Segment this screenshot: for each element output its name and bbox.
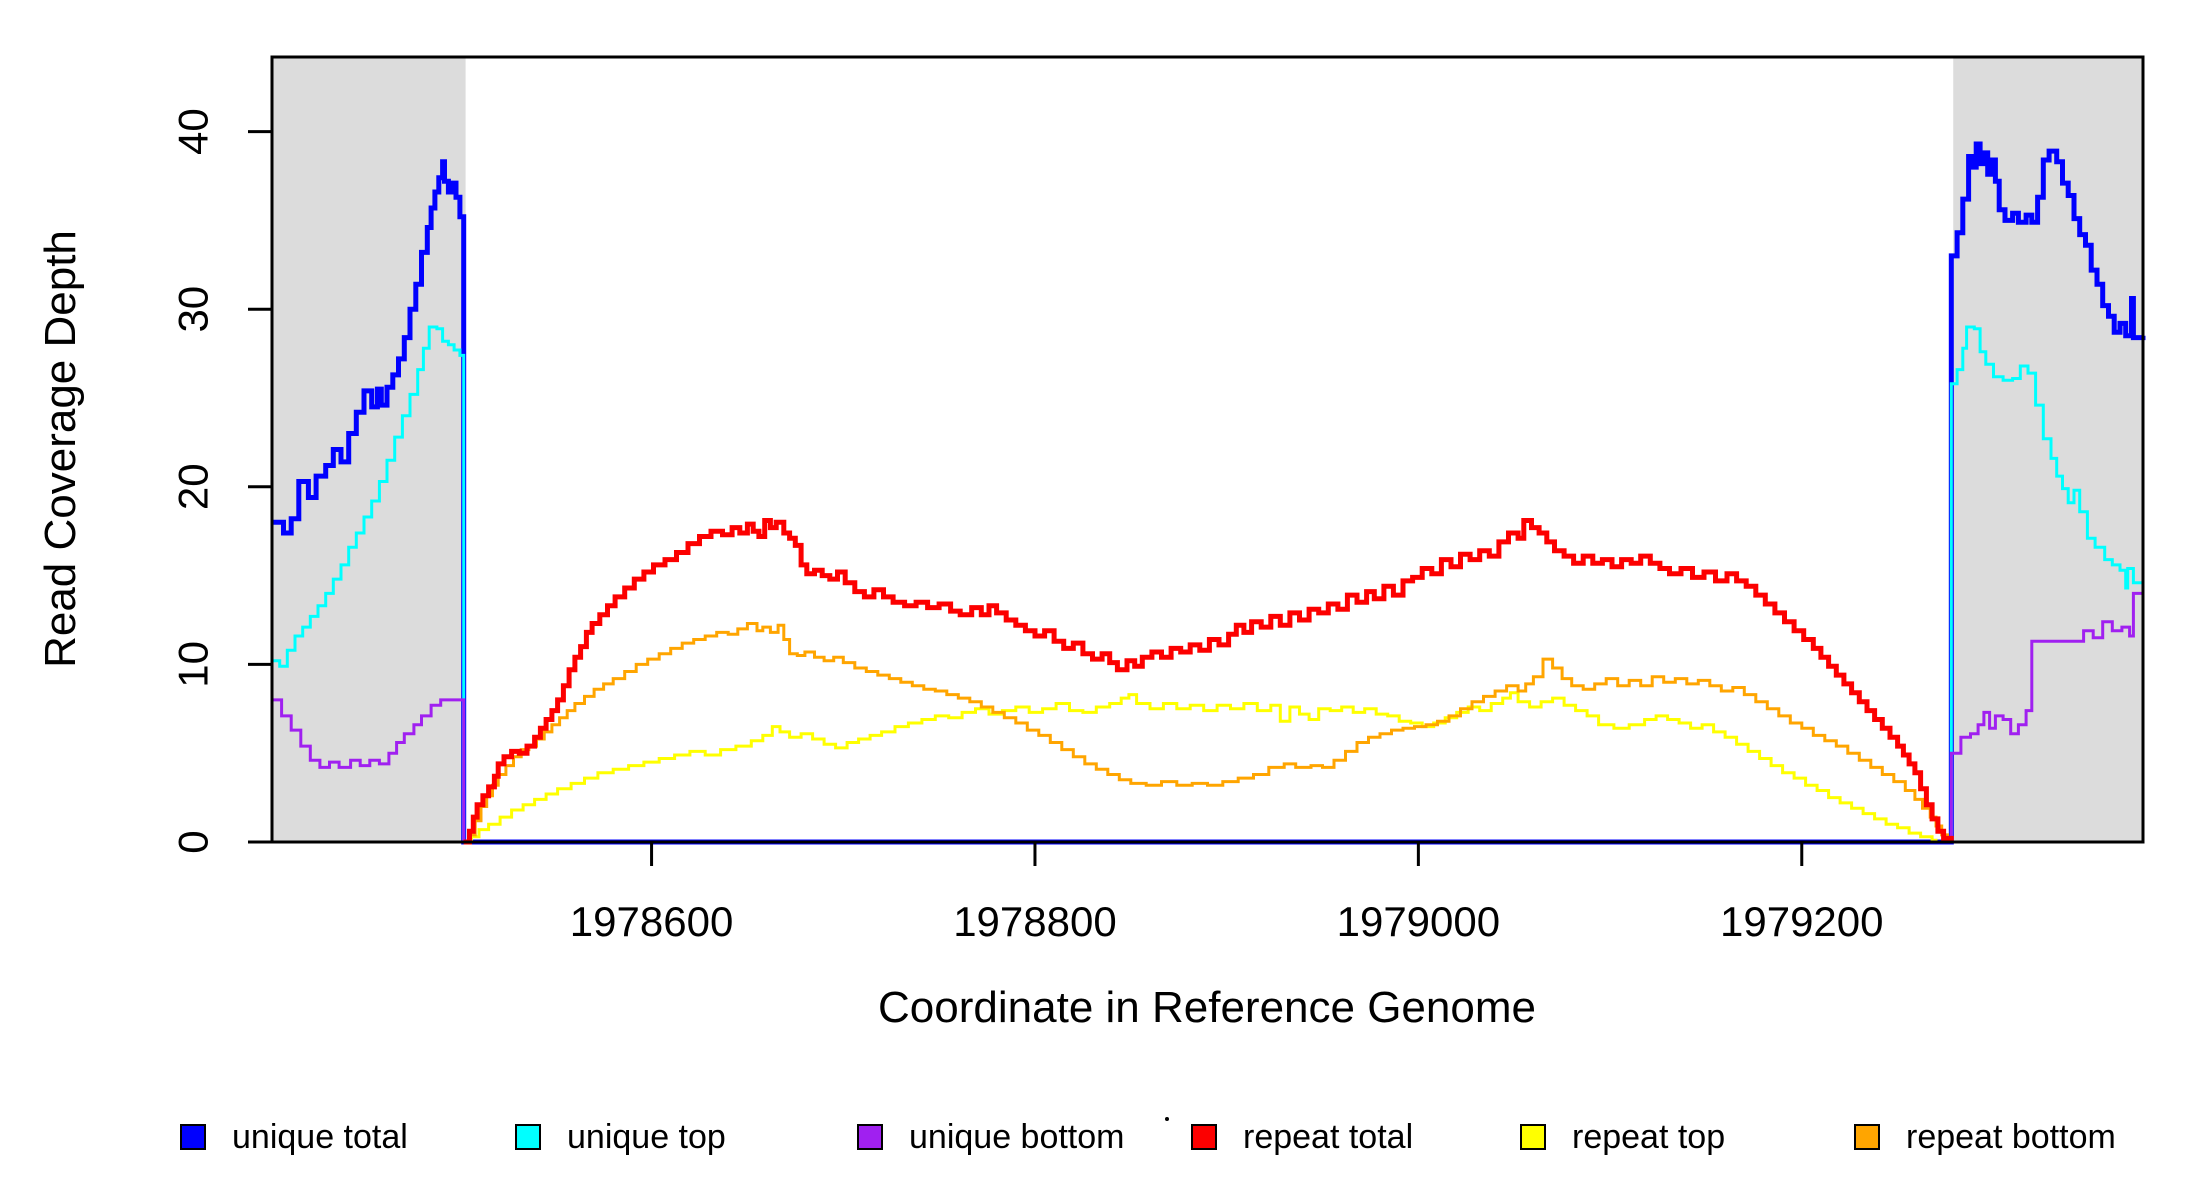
legend-item-repeat-top: repeat top: [1520, 1118, 1725, 1156]
plot-box: [270, 55, 2145, 844]
x-tick-label: 1978600: [570, 898, 734, 945]
legend: unique total unique top unique bottom re…: [0, 0, 2200, 1156]
x-axis-title: Coordinate in Reference Genome: [878, 983, 1536, 1032]
legend-label: repeat top: [1572, 1117, 1726, 1156]
series-repeat-top: [463, 691, 1938, 844]
shaded-regions: [272, 57, 2143, 842]
series-unique-top: [272, 325, 2145, 844]
x-tick-label: 1979000: [1337, 898, 1501, 945]
axis-tick-labels: 1978600 1978800 1979000 1979200 0 10 20 30 40: [170, 108, 1884, 945]
legend-item-repeat-total: repeat total: [1191, 1118, 1413, 1156]
repeat-bottom-swatch-icon: [1854, 1124, 1880, 1150]
y-tick-label: 20: [170, 463, 217, 510]
legend-item-unique-total: unique total: [180, 1118, 408, 1156]
repeat-top-swatch-icon: [1520, 1124, 1546, 1150]
legend-item-repeat-bottom: repeat bottom: [1854, 1118, 2116, 1156]
legend-label: repeat total: [1243, 1117, 1414, 1156]
series-repeat-bottom: [272, 622, 2143, 844]
axis-ticks: [248, 130, 1804, 866]
stray-dot: [1165, 1117, 1169, 1121]
y-tick-label: 30: [170, 286, 217, 333]
x-tick-label: 1978800: [953, 898, 1117, 945]
legend-label: unique bottom: [909, 1117, 1125, 1156]
shaded-region: [272, 57, 466, 842]
series-unique-total: [272, 141, 2146, 845]
y-tick-label: 10: [170, 641, 217, 688]
unique-total-swatch-icon: [180, 1124, 206, 1150]
series-repeat-total: [463, 518, 1954, 845]
legend-item-unique-bottom: unique bottom: [857, 1118, 1125, 1156]
series-unique-bottom: [272, 591, 2145, 844]
y-tick-label: 0: [170, 830, 217, 853]
legend-item-unique-top: unique top: [515, 1118, 726, 1156]
legend-label: unique total: [232, 1117, 408, 1156]
x-tick-label: 1979200: [1720, 898, 1884, 945]
y-axis-title: Read Coverage Depth: [36, 230, 85, 668]
legend-label: repeat bottom: [1906, 1117, 2116, 1156]
plot-border: [270, 55, 2145, 844]
unique-top-swatch-icon: [515, 1124, 541, 1150]
y-tick-label: 40: [170, 108, 217, 155]
series-lines: [272, 141, 2146, 845]
legend-label: unique top: [567, 1117, 726, 1156]
unique-bottom-swatch-icon: [857, 1124, 883, 1150]
repeat-total-swatch-icon: [1191, 1124, 1217, 1150]
